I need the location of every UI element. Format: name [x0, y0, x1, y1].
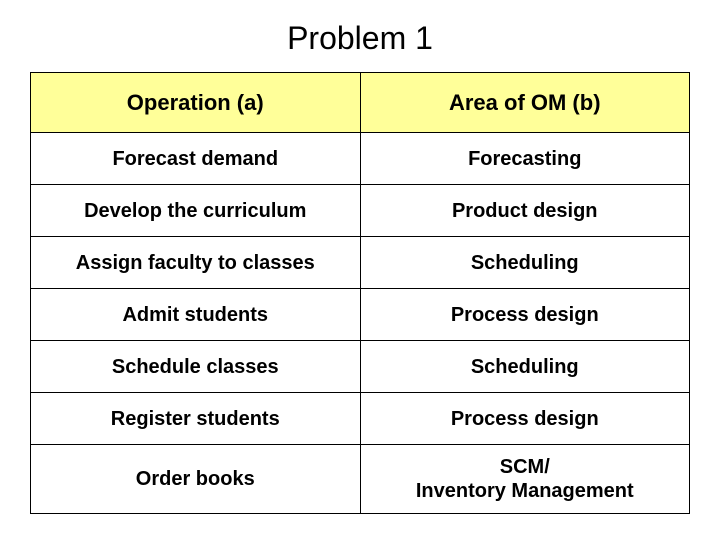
- table-row: Forecast demand Forecasting: [31, 133, 690, 185]
- cell-area: Scheduling: [360, 237, 690, 289]
- problem-table: Operation (a) Area of OM (b) Forecast de…: [30, 72, 690, 514]
- cell-operation: Schedule classes: [31, 341, 361, 393]
- cell-area: SCM/ Inventory Management: [360, 445, 690, 514]
- table-row: Register students Process design: [31, 393, 690, 445]
- table-row: Order books SCM/ Inventory Management: [31, 445, 690, 514]
- page-title: Problem 1: [30, 20, 690, 57]
- cell-operation: Develop the curriculum: [31, 185, 361, 237]
- cell-operation: Order books: [31, 445, 361, 514]
- cell-operation: Forecast demand: [31, 133, 361, 185]
- table-header-row: Operation (a) Area of OM (b): [31, 73, 690, 133]
- table-row: Develop the curriculum Product design: [31, 185, 690, 237]
- column-header-operation: Operation (a): [31, 73, 361, 133]
- cell-area: Scheduling: [360, 341, 690, 393]
- cell-area: Forecasting: [360, 133, 690, 185]
- table-row: Assign faculty to classes Scheduling: [31, 237, 690, 289]
- cell-area: Process design: [360, 393, 690, 445]
- table-row: Admit students Process design: [31, 289, 690, 341]
- cell-operation: Register students: [31, 393, 361, 445]
- column-header-area: Area of OM (b): [360, 73, 690, 133]
- cell-area: Process design: [360, 289, 690, 341]
- cell-area: Product design: [360, 185, 690, 237]
- table-row: Schedule classes Scheduling: [31, 341, 690, 393]
- cell-operation: Assign faculty to classes: [31, 237, 361, 289]
- cell-operation: Admit students: [31, 289, 361, 341]
